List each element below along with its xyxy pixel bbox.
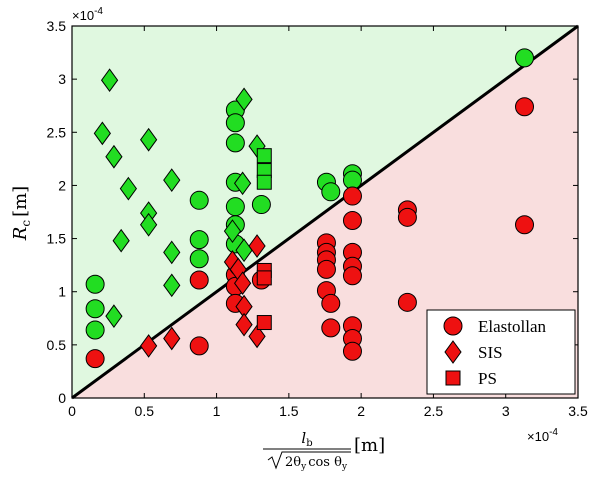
sis-red-point	[140, 334, 158, 358]
legend: Elastollan SIS PS	[426, 309, 576, 395]
sis-green-point	[223, 219, 242, 243]
y-multiplier: ×10-4	[72, 6, 103, 23]
x-multiplier-exp: -4	[549, 427, 558, 438]
plot-frame	[71, 25, 579, 399]
sis-green-point	[112, 228, 130, 253]
elastollan-red-point	[515, 215, 535, 235]
elastollan-green-point	[321, 182, 341, 202]
legend-label: PS	[478, 369, 497, 388]
y-tick-label: 1.5	[47, 231, 67, 247]
sis-green-point	[140, 127, 158, 152]
sis-red-point	[233, 271, 252, 296]
svg-text:[m]: [m]	[354, 435, 385, 456]
sis-green-point	[93, 121, 111, 146]
y-tick-label: 3.5	[47, 18, 67, 34]
x-tick-label: 3	[502, 403, 510, 419]
elastollan-red-point	[342, 341, 362, 361]
sis-red-point	[163, 326, 181, 351]
elastollan-green-point	[225, 113, 245, 133]
x-tick-label: 0.5	[135, 403, 155, 419]
elastollan-green-point	[85, 320, 105, 340]
y-tick-label: 0.5	[47, 337, 67, 353]
elastollan-red-point	[342, 266, 362, 286]
x-tick-label: 2.5	[424, 403, 444, 419]
elastollan-red-point	[316, 259, 336, 279]
sis-red-point	[248, 234, 266, 258]
elastollan-red-point	[85, 349, 105, 369]
ps-green-point	[256, 174, 272, 190]
elastollan-green-point	[189, 230, 209, 250]
sis-green-point	[235, 87, 253, 112]
elastollan-green-point	[85, 299, 105, 319]
elastollan-green-point	[225, 197, 245, 217]
axes-box	[71, 25, 579, 399]
sis-green-point	[105, 304, 123, 329]
sis-green-point	[140, 212, 158, 237]
elastollan-green-point	[189, 249, 209, 269]
y-multiplier-exp: -4	[94, 6, 103, 17]
x-tick-label: 2	[357, 403, 365, 419]
svg-text:lb: lb	[301, 429, 312, 449]
y-tick-label: 2	[58, 177, 66, 193]
x-tick-label: 1	[213, 403, 221, 419]
elastollan-red-point	[321, 318, 341, 338]
sis-green-point	[119, 176, 138, 201]
x-label-den-sub-2: y	[341, 462, 348, 472]
elastollan-red-point	[189, 336, 209, 356]
y-axis-label: Rc[m]	[10, 186, 33, 241]
y-tick-label: 3	[58, 71, 66, 87]
sis-green-point	[163, 168, 181, 192]
data-markers	[85, 48, 535, 369]
ps-red-point	[256, 270, 272, 286]
elastollan-red-point	[515, 97, 535, 117]
x-multiplier: ×10-4	[527, 427, 558, 444]
legend-marker-diamond	[444, 340, 462, 364]
legend-label: Elastollan	[478, 317, 546, 336]
axis-ticks: 0 0.5 1 1.5 2 2.5 3 3.5 0 0.5 1 1.5 2 2.5 3 3.5	[47, 18, 588, 419]
elastollan-red-point	[189, 270, 209, 290]
sis-green-point	[233, 171, 252, 196]
y-tick-label: 1	[58, 284, 66, 300]
x-tick-label: 0	[68, 403, 76, 419]
diagonal-line	[71, 24, 579, 400]
elastollan-red-point	[397, 207, 417, 227]
elastollan-green-point	[225, 133, 245, 153]
legend-label: SIS	[478, 343, 503, 362]
elastollan-green-point	[251, 195, 271, 215]
sis-red-point	[248, 324, 266, 349]
sis-green-point	[105, 144, 123, 169]
elastollan-green-point	[342, 170, 362, 190]
sis-green-point	[163, 273, 181, 298]
elastollan-green-point	[515, 48, 535, 68]
x-axis-label: lb 2θy cos θy [m]	[263, 429, 385, 472]
sis-green-point	[100, 68, 119, 93]
diagonal-boundary	[71, 24, 579, 400]
elastollan-red-point	[342, 211, 362, 231]
x-tick-label: 1.5	[279, 403, 299, 419]
y-tick-label: 0	[58, 390, 66, 406]
y-tick-label: 2.5	[47, 124, 67, 140]
elastollan-green-point	[189, 190, 209, 210]
elastollan-green-point	[85, 274, 105, 294]
legend-marker-circle	[443, 316, 463, 336]
elastollan-red-point	[321, 293, 341, 313]
legend-marker-square	[445, 370, 461, 386]
ps-red-point	[256, 315, 272, 331]
sis-red-point	[235, 312, 253, 337]
elastollan-red-point	[397, 292, 417, 312]
sis-green-point	[163, 240, 181, 265]
x-tick-label: 3.5	[568, 403, 588, 419]
ps-green-point	[256, 148, 272, 164]
elastollan-red-point	[342, 186, 362, 206]
